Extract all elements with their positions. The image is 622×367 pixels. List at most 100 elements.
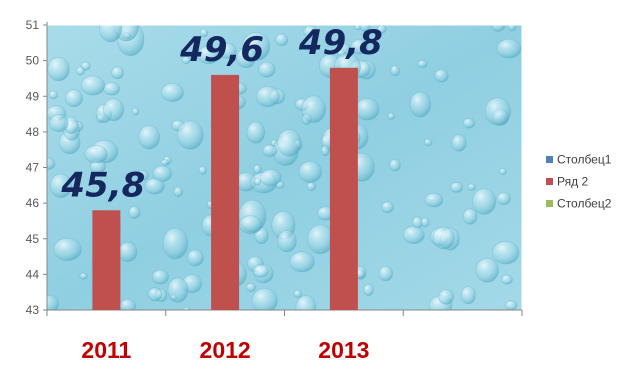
y-tick-label: 51: [26, 18, 40, 32]
droplet: [252, 264, 270, 278]
droplet: [118, 241, 138, 262]
droplet: [306, 182, 317, 192]
droplet: [388, 158, 401, 172]
droplet: [462, 208, 478, 225]
droplet: [434, 68, 449, 83]
legend-label: Столбец1: [557, 153, 612, 167]
droplet: [76, 66, 85, 76]
droplet: [424, 192, 444, 208]
droplet: [49, 173, 73, 198]
droplet: [255, 86, 280, 108]
x-tick-label: 2012: [200, 337, 251, 363]
droplet: [355, 98, 380, 121]
y-tick-label: 50: [26, 54, 40, 68]
droplet: [48, 90, 59, 100]
droplet: [151, 269, 169, 285]
legend: Столбец1 Ряд 2 Столбец2: [546, 153, 612, 211]
droplet: [238, 215, 263, 235]
droplet: [47, 56, 70, 82]
legend-swatch: [546, 178, 553, 185]
droplet: [350, 38, 369, 55]
droplet: [199, 28, 209, 38]
droplet: [475, 257, 499, 283]
droplet: [167, 277, 189, 303]
droplet: [277, 230, 297, 253]
droplet: [507, 25, 517, 32]
droplet: [197, 45, 220, 65]
legend-swatch: [546, 200, 553, 207]
y-tick-label: 47: [26, 161, 40, 175]
droplet: [84, 144, 108, 164]
legend-label: Ряд 2: [557, 175, 588, 189]
droplet: [417, 59, 428, 68]
bar: [329, 67, 358, 310]
y-tick-label: 44: [26, 267, 40, 281]
droplet: [131, 107, 140, 116]
droplet: [381, 201, 394, 214]
droplet: [103, 82, 120, 96]
droplet: [262, 144, 278, 157]
droplet: [251, 288, 278, 310]
droplet: [47, 294, 59, 310]
axes: 43 44 45 46 47 48 49 50 51 2011 2012 2013: [26, 18, 523, 363]
droplet: [98, 25, 123, 43]
droplet: [103, 98, 125, 122]
droplet: [147, 287, 163, 302]
droplet: [460, 286, 476, 305]
droplet: [218, 42, 237, 59]
droplet: [277, 129, 302, 157]
droplet: [246, 121, 266, 144]
droplet: [409, 91, 432, 118]
droplet: [363, 283, 374, 296]
droplet: [258, 61, 276, 78]
data-label: 49,8: [298, 23, 383, 63]
droplet: [80, 61, 91, 71]
droplet: [500, 274, 513, 285]
droplet: [53, 237, 82, 261]
droplet: [449, 181, 464, 193]
droplet: [186, 249, 204, 267]
droplet: [451, 134, 467, 152]
droplet: [359, 25, 371, 32]
droplet: [504, 300, 518, 310]
droplet: [432, 226, 455, 250]
droplet: [176, 120, 204, 150]
droplet: [301, 95, 327, 123]
data-label: 45,8: [60, 165, 145, 205]
x-tick-label: 2011: [81, 337, 131, 363]
droplet: [79, 272, 88, 280]
bars: [92, 67, 358, 311]
droplet: [420, 217, 430, 228]
droplet: [492, 240, 520, 265]
droplet: [496, 38, 522, 59]
droplet: [160, 159, 169, 167]
droplet: [467, 183, 477, 191]
droplet: [498, 168, 507, 176]
droplet: [402, 225, 425, 244]
droplet: [496, 192, 511, 206]
droplet: [119, 298, 137, 310]
droplet: [128, 205, 141, 219]
droplet: [378, 265, 394, 282]
droplet: [181, 56, 191, 65]
data-label: 49,6: [179, 30, 264, 70]
legend-swatch: [546, 156, 553, 163]
droplet: [484, 97, 511, 126]
droplet: [49, 114, 69, 133]
droplet: [462, 117, 475, 129]
droplet: [275, 33, 289, 47]
droplet: [80, 75, 106, 96]
droplet: [390, 65, 401, 77]
droplet: [320, 145, 330, 157]
y-tick-label: 48: [26, 125, 40, 139]
droplet: [198, 165, 208, 175]
droplet: [111, 66, 124, 80]
droplet: [135, 170, 150, 181]
droplet: [260, 168, 282, 187]
droplet: [298, 160, 323, 183]
droplet: [138, 124, 161, 150]
data-labels: 45,8 49,6 49,8: [60, 23, 382, 206]
droplet: [162, 227, 189, 260]
